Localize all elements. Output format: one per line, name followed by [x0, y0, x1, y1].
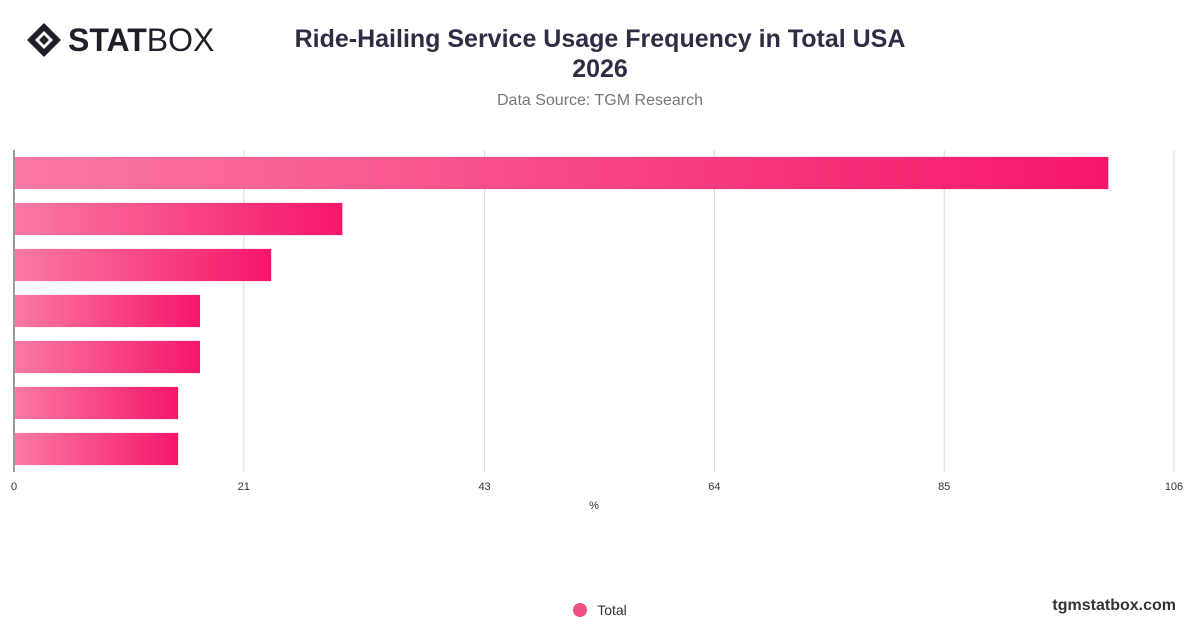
- logo-text-light: BOX: [146, 22, 215, 58]
- x-tick-label: 64: [708, 481, 720, 493]
- bars: [15, 156, 1109, 466]
- bar[interactable]: [15, 340, 201, 374]
- chart-subtitle: Data Source: TGM Research: [496, 92, 703, 109]
- statbox-diamond-icon: [27, 23, 61, 57]
- x-tick-label: 21: [238, 481, 250, 493]
- bar-chart: 0 21 43 64 85 106 %: [11, 150, 1183, 512]
- x-tick-label: 0: [11, 481, 17, 493]
- chart-title-line1: Ride-Hailing Service Usage Frequency in …: [294, 25, 906, 53]
- legend-marker: [573, 603, 588, 617]
- logo-wordmark: STATBOX: [68, 22, 214, 58]
- chart-title-line2: 2026: [572, 55, 628, 83]
- bar[interactable]: [15, 202, 343, 236]
- legend[interactable]: Total: [0, 602, 1200, 618]
- chart-title: Ride-Hailing Service Usage Frequency in …: [0, 24, 1200, 84]
- x-tick-label: 85: [938, 481, 950, 493]
- x-tick-label: 43: [478, 481, 490, 493]
- statbox-logo: STATBOX: [26, 22, 214, 58]
- x-axis-label: %: [589, 500, 599, 512]
- bar[interactable]: [15, 386, 179, 420]
- bar[interactable]: [15, 294, 201, 328]
- x-tick-labels: 0 21 43 64 85 106: [11, 481, 1183, 493]
- logo-text-bold: STAT: [68, 22, 147, 58]
- grid-lines: [243, 150, 1175, 472]
- bar[interactable]: [15, 248, 272, 282]
- bar[interactable]: [15, 432, 179, 466]
- bar[interactable]: [15, 156, 1109, 190]
- footer-brand: tgmstatbox.com: [1052, 597, 1176, 614]
- legend-label-total: Total: [597, 602, 627, 618]
- x-tick-label: 106: [1165, 481, 1183, 493]
